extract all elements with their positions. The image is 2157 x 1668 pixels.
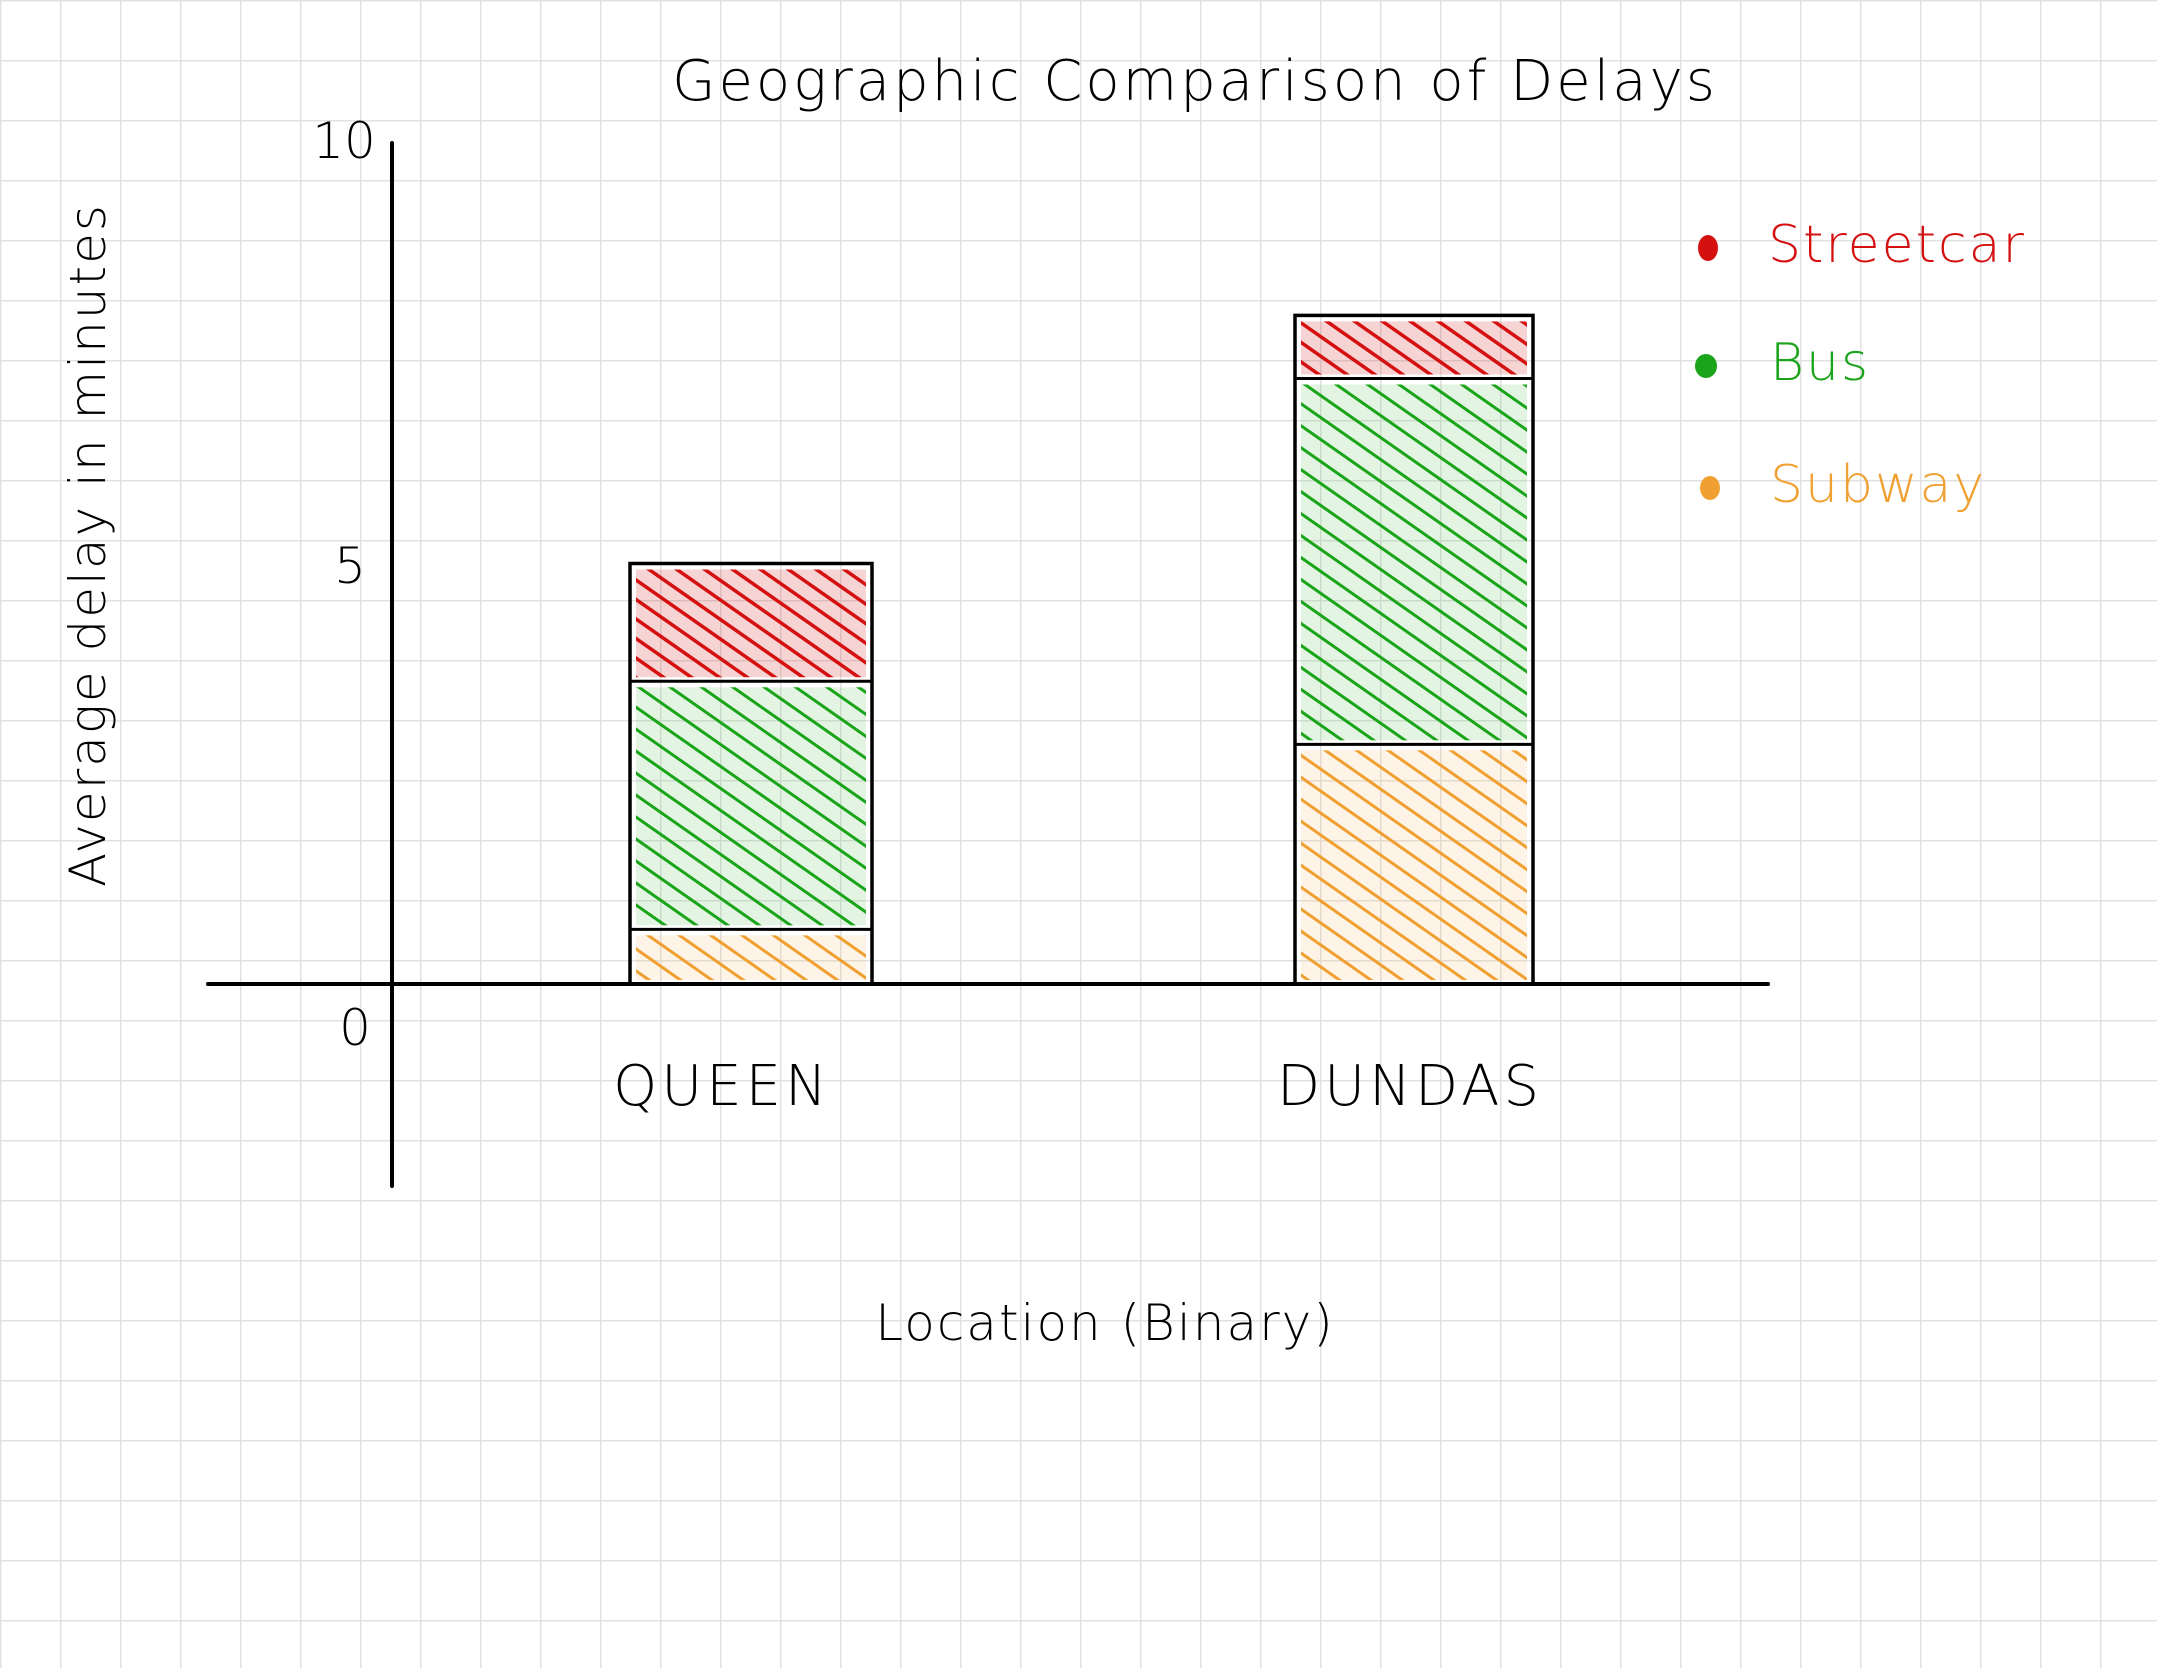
- legend: Streetcar Bus Subway: [1695, 215, 2026, 515]
- legend-label-streetcar: Streetcar: [1768, 215, 2026, 275]
- y-axis-label: Average delay in minutes: [59, 203, 117, 887]
- bar-segment-dundas-streetcar: [1301, 321, 1527, 375]
- bar-segment-queen-bus: [636, 687, 866, 926]
- legend-marker-bus: [1695, 354, 1717, 378]
- x-axis-label: Location (Binary): [875, 1294, 1335, 1352]
- y-tick-label-0: 0: [339, 999, 371, 1057]
- bar-segment-dundas-subway: [1301, 750, 1527, 980]
- bars-group: [628, 313, 1535, 986]
- legend-marker-streetcar: [1698, 235, 1718, 261]
- legend-label-bus: Bus: [1770, 333, 1870, 393]
- bar-segment-queen-subway: [636, 935, 866, 980]
- y-tick-label-5: 5: [334, 537, 366, 595]
- category-label-queen: QUEEN: [613, 1054, 831, 1119]
- chart-title: Geographic Comparison of Delays: [672, 49, 1718, 114]
- legend-label-subway: Subway: [1770, 455, 1986, 515]
- legend-marker-subway: [1700, 476, 1720, 500]
- y-tick-label-10: 10: [312, 112, 376, 170]
- bar-segment-dundas-bus: [1301, 384, 1527, 741]
- category-label-dundas: DUNDAS: [1277, 1054, 1543, 1119]
- bar-segment-queen-streetcar: [636, 569, 866, 678]
